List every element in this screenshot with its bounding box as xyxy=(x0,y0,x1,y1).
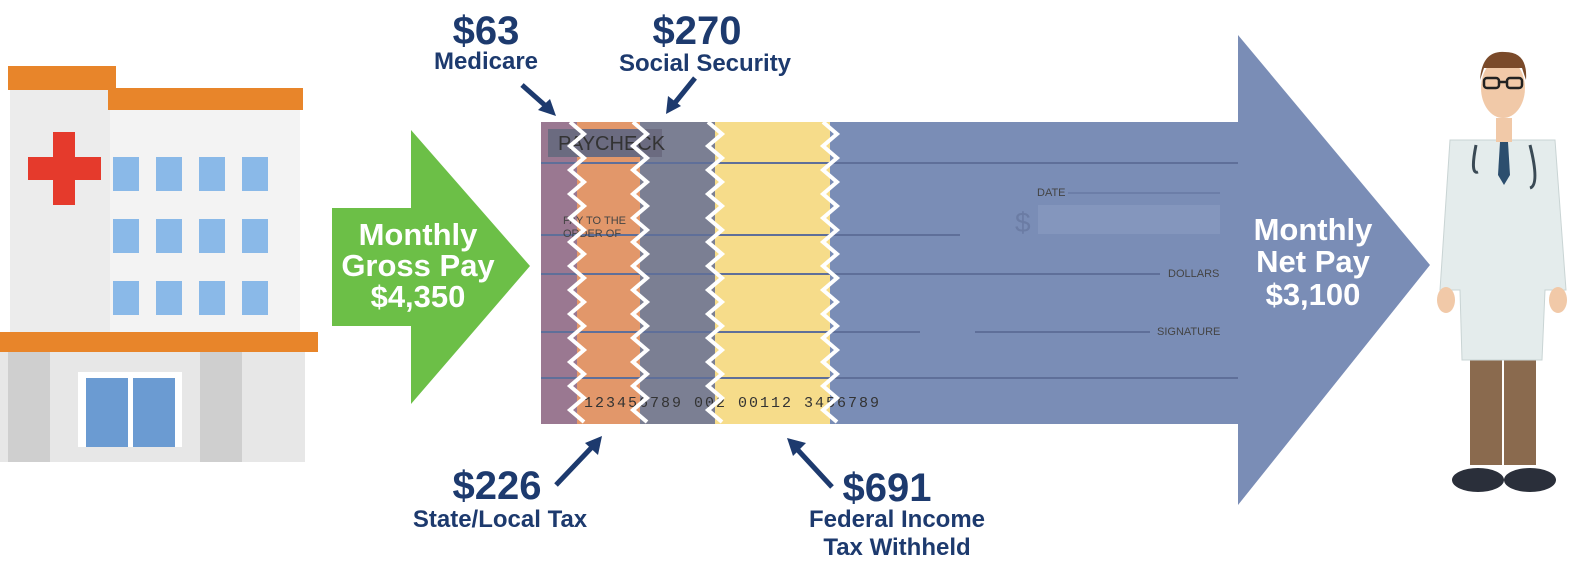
doctor-leg xyxy=(1470,350,1502,465)
deduction-amount: $63 xyxy=(453,9,520,53)
gross-pay-text: Gross Pay xyxy=(341,248,495,283)
doctor-leg xyxy=(1504,350,1536,465)
net-pay-text: $3,100 xyxy=(1266,277,1361,312)
deduction-label: Federal Income xyxy=(809,506,985,533)
amount-box xyxy=(1038,205,1220,234)
doctor-icon xyxy=(1437,52,1567,492)
deduction-label: State/Local Tax xyxy=(413,506,588,533)
deduction-amount: $691 xyxy=(843,466,932,510)
hospital-tower xyxy=(10,88,110,340)
deduction-amount: $226 xyxy=(453,464,542,508)
deduction-amount: $270 xyxy=(653,9,742,53)
hospital-roof xyxy=(8,66,116,90)
hospital-awning xyxy=(0,332,318,352)
deduction-label: Medicare xyxy=(434,48,538,75)
gross-pay-text: Monthly xyxy=(359,217,479,252)
doctor-hand xyxy=(1549,287,1567,313)
doctor-hand xyxy=(1437,287,1455,313)
body: Monthly Gross Pay $4,350 PAYCHECK PAY TO… xyxy=(0,0,1591,569)
doctor-shoe xyxy=(1452,468,1504,492)
hospital-pillar xyxy=(8,352,50,462)
infographic: Monthly Gross Pay $4,350 PAYCHECK PAY TO… xyxy=(0,0,1591,569)
deduction-label: Social Security xyxy=(619,50,792,77)
hospital-roof xyxy=(108,88,303,110)
check-date: DATE xyxy=(1037,187,1066,199)
deduction-label: Tax Withheld xyxy=(823,534,970,561)
net-pay-text: Net Pay xyxy=(1256,244,1370,279)
check-currency: $ xyxy=(1015,207,1031,238)
hospital-icon xyxy=(0,66,318,462)
hospital-door xyxy=(86,378,128,447)
check-dollars: DOLLARS xyxy=(1168,268,1219,280)
gross-pay-text: $4,350 xyxy=(371,279,466,314)
check-signature: SIGNATURE xyxy=(1157,326,1220,338)
hospital-pillar xyxy=(200,352,242,462)
doctor-neck xyxy=(1496,118,1512,142)
doctor-shoe xyxy=(1504,468,1556,492)
page: Paycheck infographic {"gross_pay": {"lin… xyxy=(0,0,1591,569)
check: PAYCHECK PAY TO THE ORDER OF DATE $ DOLL… xyxy=(541,122,1241,424)
hospital-cross xyxy=(28,157,101,180)
hospital-door xyxy=(133,378,175,447)
net-pay-text: Monthly xyxy=(1254,212,1374,247)
